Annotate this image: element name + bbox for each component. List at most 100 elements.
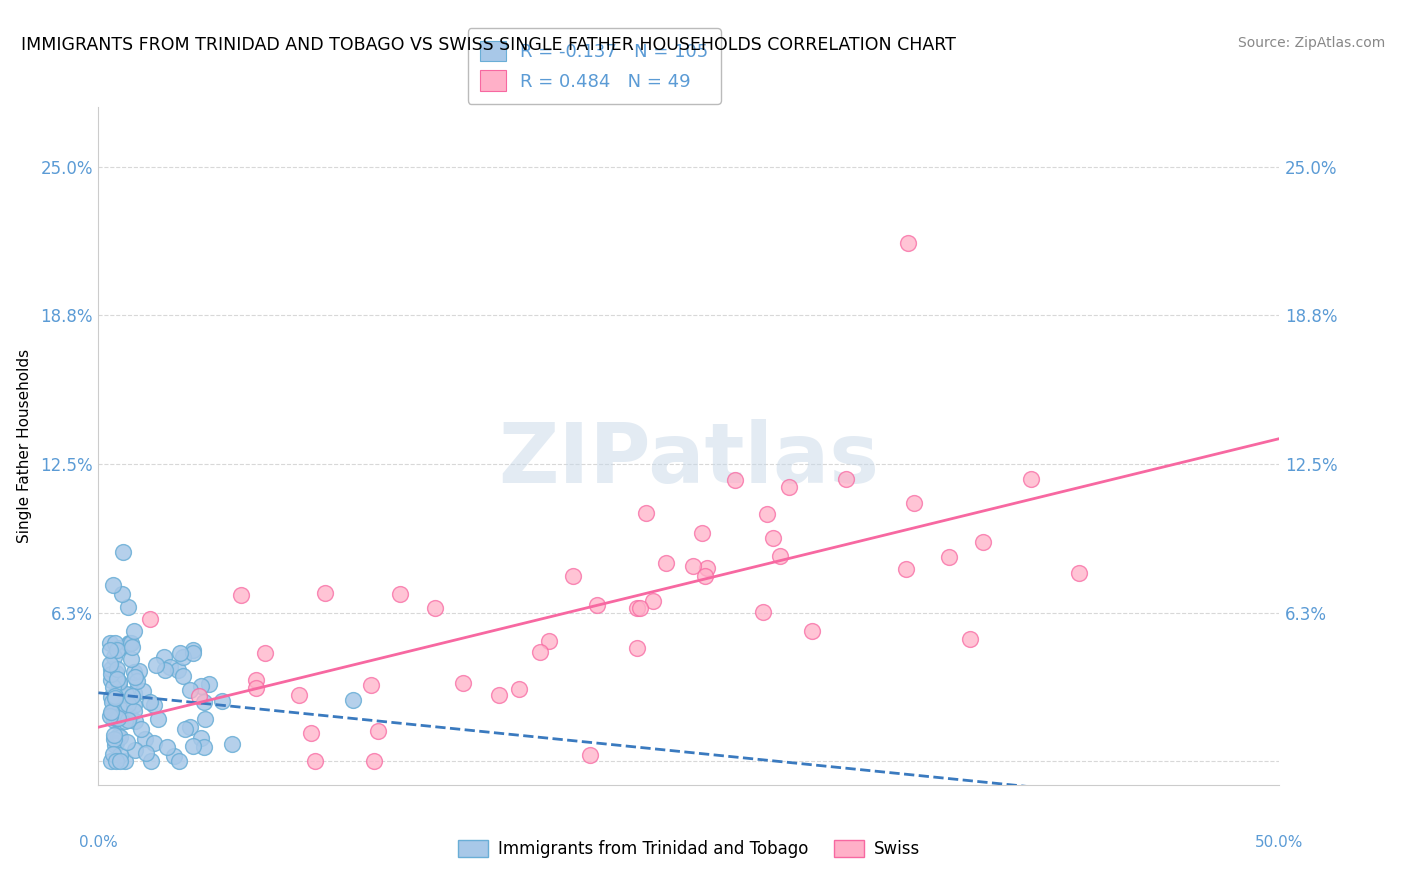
Point (579, 747, 602, 762)
Point (124, 686, 146, 700)
Point (835, 472, 858, 486)
Point (98, 657, 121, 672)
Point (135, 746, 157, 760)
Point (288, 688, 311, 702)
Point (959, 632, 981, 646)
Point (897, 235, 920, 250)
Point (586, 598, 609, 612)
Point (179, 683, 201, 698)
Point (120, 636, 142, 650)
Point (98, 708, 121, 723)
Point (139, 613, 162, 627)
Point (972, 535, 994, 549)
Point (198, 676, 221, 690)
Point (190, 731, 212, 745)
Point (167, 663, 190, 677)
Point (143, 698, 166, 713)
Point (98, 643, 121, 657)
Point (124, 743, 146, 757)
Point (103, 650, 125, 665)
Text: 50.0%: 50.0% (1256, 836, 1303, 850)
Point (100, 667, 122, 681)
Point (142, 736, 165, 750)
Point (129, 722, 152, 736)
Point (778, 480, 800, 494)
Point (194, 712, 217, 726)
Point (100, 673, 122, 688)
Point (104, 711, 127, 725)
Point (529, 645, 551, 659)
Point (105, 643, 128, 657)
Point (124, 704, 146, 718)
Point (118, 637, 141, 651)
Point (108, 675, 131, 690)
Point (108, 754, 131, 768)
Point (641, 594, 664, 608)
Point (114, 714, 136, 728)
Point (254, 647, 277, 661)
Point (124, 670, 146, 684)
Point (762, 531, 785, 545)
Point (105, 666, 128, 681)
Point (153, 649, 176, 664)
Text: 0.0%: 0.0% (79, 836, 118, 850)
Point (690, 526, 713, 541)
Point (299, 726, 322, 740)
Point (145, 658, 167, 673)
Point (100, 690, 122, 705)
Point (100, 662, 122, 676)
Point (1021, 472, 1043, 486)
Point (124, 714, 146, 728)
Point (211, 694, 233, 708)
Point (769, 549, 792, 564)
Point (104, 738, 127, 752)
Text: IMMIGRANTS FROM TRINIDAD AND TOBAGO VS SWISS SINGLE FATHER HOUSEHOLDS CORRELATIO: IMMIGRANTS FROM TRINIDAD AND TOBAGO VS S… (21, 36, 956, 54)
Point (221, 737, 243, 751)
Point (103, 747, 125, 761)
Point (127, 674, 149, 689)
Point (314, 586, 336, 600)
Point (163, 749, 186, 764)
Point (101, 681, 124, 695)
Point (128, 664, 150, 678)
Point (181, 643, 204, 657)
Point (118, 636, 141, 650)
Point (181, 646, 204, 660)
Point (229, 588, 252, 602)
Point (121, 640, 143, 654)
Point (103, 714, 125, 728)
Point (132, 684, 155, 698)
Point (752, 605, 775, 619)
Point (103, 578, 125, 592)
Point (159, 660, 181, 674)
Point (655, 556, 678, 570)
Point (134, 731, 156, 746)
Point (538, 634, 561, 648)
Point (124, 665, 146, 679)
Point (156, 740, 179, 755)
Point (120, 651, 142, 665)
Point (115, 687, 138, 701)
Point (190, 679, 212, 693)
Point (695, 569, 717, 583)
Point (114, 754, 136, 768)
Point (103, 707, 125, 722)
Point (98, 636, 121, 650)
Point (117, 599, 139, 614)
Point (425, 600, 447, 615)
Point (122, 624, 145, 638)
Point (562, 569, 585, 583)
Point (626, 601, 648, 615)
Point (174, 723, 197, 737)
Point (367, 724, 389, 739)
Point (245, 681, 267, 695)
Point (121, 689, 143, 703)
Point (801, 624, 824, 639)
Text: Source: ZipAtlas.com: Source: ZipAtlas.com (1237, 36, 1385, 50)
Point (112, 545, 135, 559)
Point (101, 706, 124, 720)
Point (342, 693, 364, 707)
Point (118, 709, 141, 723)
Point (122, 698, 145, 712)
Point (193, 740, 215, 755)
